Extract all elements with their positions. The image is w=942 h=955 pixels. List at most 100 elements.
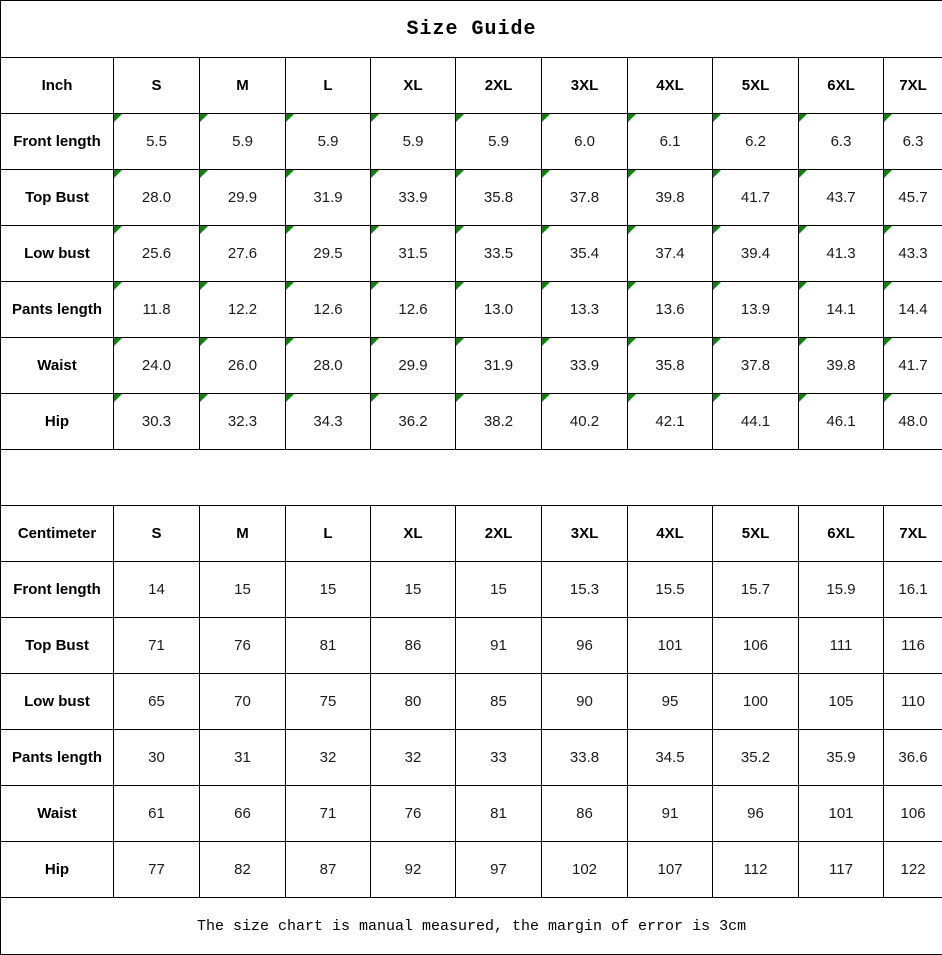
measurement-value-cell: 71 bbox=[114, 618, 200, 674]
measurement-label-cell: Front length bbox=[1, 114, 114, 170]
measurement-value-cell: 77 bbox=[114, 842, 200, 898]
unit-label-cell: Centimeter bbox=[1, 506, 114, 562]
measurement-value-cell: 15.9 bbox=[799, 562, 884, 618]
measurement-value-cell: 16.1 bbox=[884, 562, 942, 618]
measurement-value-cell: 117 bbox=[799, 842, 884, 898]
size-label-cell: 7XL bbox=[884, 506, 942, 562]
measurement-label-cell: Low bust bbox=[1, 674, 114, 730]
measurement-value-cell: 38.2 bbox=[456, 394, 542, 450]
measurement-value-cell: 15 bbox=[371, 562, 456, 618]
measurement-value-cell: 5.9 bbox=[371, 114, 456, 170]
measurement-value-cell: 40.2 bbox=[542, 394, 628, 450]
size-label-cell: L bbox=[286, 58, 371, 114]
measurement-value-cell: 13.6 bbox=[628, 282, 713, 338]
measurement-value-cell: 39.8 bbox=[628, 170, 713, 226]
measurement-value-cell: 6.0 bbox=[542, 114, 628, 170]
measurement-value-cell: 101 bbox=[799, 786, 884, 842]
size-label-cell: 2XL bbox=[456, 506, 542, 562]
measurement-value-cell: 105 bbox=[799, 674, 884, 730]
measurement-value-cell: 6.3 bbox=[884, 114, 942, 170]
measurement-value-cell: 61 bbox=[114, 786, 200, 842]
title-row: Size Guide bbox=[1, 1, 942, 58]
gap-section bbox=[1, 450, 942, 506]
measurement-value-cell: 107 bbox=[628, 842, 713, 898]
measurement-value-cell: 41.7 bbox=[884, 338, 942, 394]
table-gap bbox=[1, 450, 942, 506]
footer-row: The size chart is manual measured, the m… bbox=[1, 898, 942, 955]
measurement-value-cell: 13.3 bbox=[542, 282, 628, 338]
footer-section: The size chart is manual measured, the m… bbox=[1, 898, 942, 955]
footer-note: The size chart is manual measured, the m… bbox=[1, 898, 942, 955]
measurement-value-cell: 5.9 bbox=[286, 114, 371, 170]
measurement-value-cell: 71 bbox=[286, 786, 371, 842]
size-label-cell: XL bbox=[371, 58, 456, 114]
measurement-value-cell: 31.5 bbox=[371, 226, 456, 282]
measurement-value-cell: 15.3 bbox=[542, 562, 628, 618]
measurement-value-cell: 31.9 bbox=[456, 338, 542, 394]
measurement-label-cell: Low bust bbox=[1, 226, 114, 282]
measurement-value-cell: 43.7 bbox=[799, 170, 884, 226]
measurement-value-cell: 65 bbox=[114, 674, 200, 730]
measurement-value-cell: 33.9 bbox=[542, 338, 628, 394]
measurement-label-cell: Pants length bbox=[1, 730, 114, 786]
measurement-value-cell: 112 bbox=[713, 842, 799, 898]
measurement-value-cell: 75 bbox=[286, 674, 371, 730]
measurement-label-cell: Hip bbox=[1, 394, 114, 450]
measurement-value-cell: 97 bbox=[456, 842, 542, 898]
measurement-value-cell: 34.5 bbox=[628, 730, 713, 786]
measurement-value-cell: 30.3 bbox=[114, 394, 200, 450]
measurement-value-cell: 82 bbox=[200, 842, 286, 898]
measurement-value-cell: 43.3 bbox=[884, 226, 942, 282]
measurement-value-cell: 95 bbox=[628, 674, 713, 730]
measurement-label-cell: Waist bbox=[1, 338, 114, 394]
title-section: Size Guide bbox=[1, 1, 942, 58]
measurement-value-cell: 5.9 bbox=[200, 114, 286, 170]
measurement-value-cell: 111 bbox=[799, 618, 884, 674]
measurement-value-cell: 41.7 bbox=[713, 170, 799, 226]
measurement-value-cell: 44.1 bbox=[713, 394, 799, 450]
measurement-value-cell: 42.1 bbox=[628, 394, 713, 450]
measurement-label-cell: Front length bbox=[1, 562, 114, 618]
measurement-value-cell: 11.8 bbox=[114, 282, 200, 338]
measurement-value-cell: 12.6 bbox=[286, 282, 371, 338]
measurement-value-cell: 32.3 bbox=[200, 394, 286, 450]
measurement-value-cell: 35.9 bbox=[799, 730, 884, 786]
page-title: Size Guide bbox=[1, 1, 942, 58]
measurement-value-cell: 13.0 bbox=[456, 282, 542, 338]
measurement-value-cell: 12.2 bbox=[200, 282, 286, 338]
measurement-value-cell: 110 bbox=[884, 674, 942, 730]
size-label-cell: 6XL bbox=[799, 58, 884, 114]
measurement-value-cell: 6.3 bbox=[799, 114, 884, 170]
measurement-value-cell: 86 bbox=[371, 618, 456, 674]
gap-row bbox=[1, 450, 942, 506]
measurement-value-cell: 35.8 bbox=[628, 338, 713, 394]
measurement-value-cell: 36.2 bbox=[371, 394, 456, 450]
measurement-value-cell: 92 bbox=[371, 842, 456, 898]
measurement-value-cell: 46.1 bbox=[799, 394, 884, 450]
measurement-value-cell: 15.5 bbox=[628, 562, 713, 618]
measurement-value-cell: 101 bbox=[628, 618, 713, 674]
measurement-value-cell: 32 bbox=[286, 730, 371, 786]
measurement-value-cell: 31 bbox=[200, 730, 286, 786]
measurement-value-cell: 106 bbox=[884, 786, 942, 842]
measurement-value-cell: 14.4 bbox=[884, 282, 942, 338]
size-label-cell: S bbox=[114, 58, 200, 114]
measurement-value-cell: 29.9 bbox=[371, 338, 456, 394]
measurement-value-cell: 32 bbox=[371, 730, 456, 786]
size-label-cell: 2XL bbox=[456, 58, 542, 114]
measurement-value-cell: 36.6 bbox=[884, 730, 942, 786]
measurement-value-cell: 48.0 bbox=[884, 394, 942, 450]
measurement-value-cell: 116 bbox=[884, 618, 942, 674]
measurement-value-cell: 27.6 bbox=[200, 226, 286, 282]
measurement-value-cell: 39.4 bbox=[713, 226, 799, 282]
measurement-value-cell: 30 bbox=[114, 730, 200, 786]
measurement-value-cell: 12.6 bbox=[371, 282, 456, 338]
measurement-value-cell: 34.3 bbox=[286, 394, 371, 450]
measurement-value-cell: 5.5 bbox=[114, 114, 200, 170]
measurement-value-cell: 6.2 bbox=[713, 114, 799, 170]
